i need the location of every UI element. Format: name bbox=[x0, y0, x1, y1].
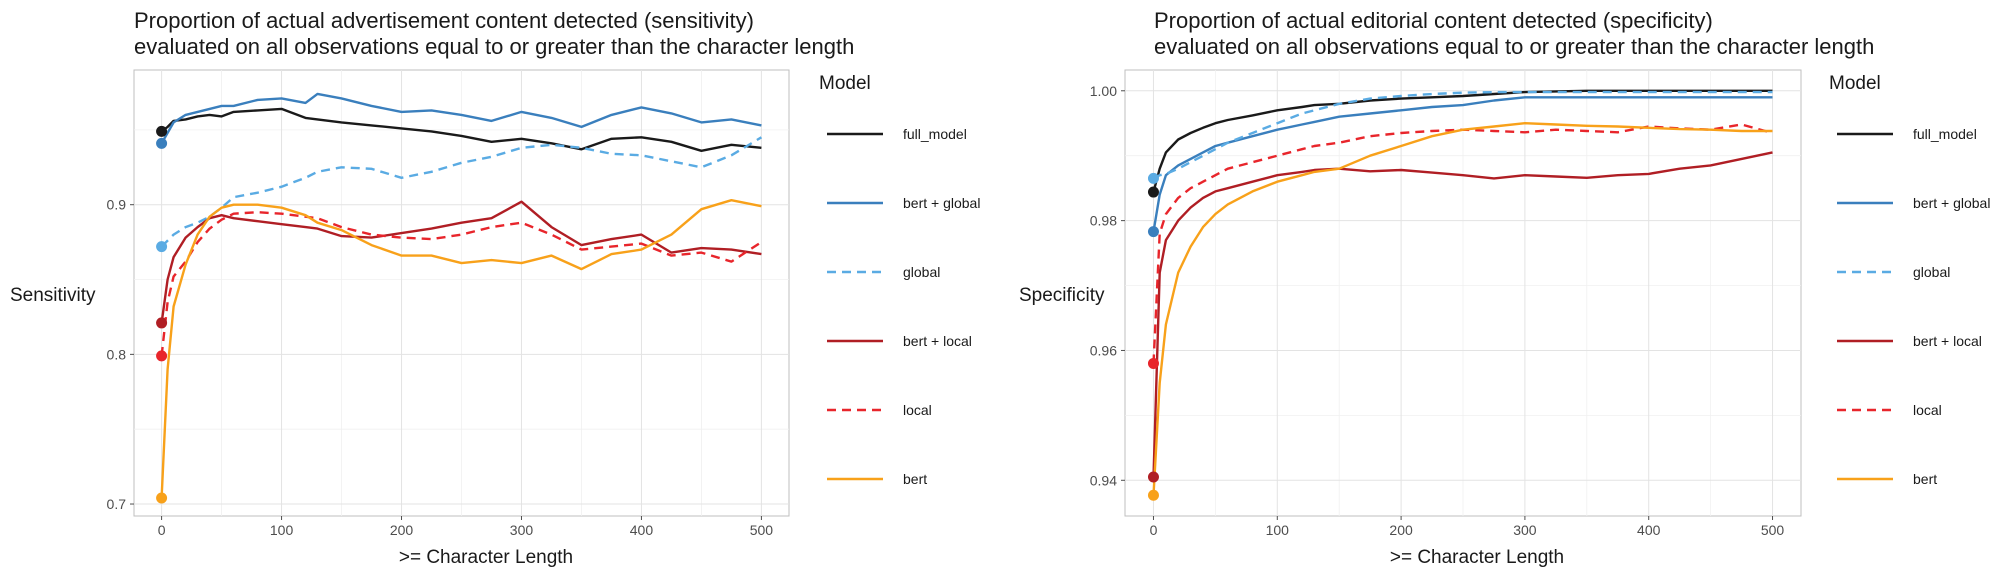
start-point-bert bbox=[1147, 489, 1159, 501]
y-tick-label: 0.98 bbox=[1090, 213, 1117, 229]
start-point-bert-local bbox=[1147, 471, 1159, 483]
legend-label: bert + local bbox=[1913, 333, 1982, 349]
legend-label: bert bbox=[903, 471, 927, 487]
y-tick-label: 0.7 bbox=[107, 496, 127, 512]
series-line-bert-local bbox=[160, 200, 762, 324]
legend-label: local bbox=[903, 402, 932, 418]
start-point-full-model bbox=[1147, 186, 1159, 198]
start-point-local bbox=[1147, 357, 1159, 369]
start-point-bert-local bbox=[156, 317, 168, 329]
x-tick-label: 200 bbox=[390, 522, 414, 538]
series-line-full-model bbox=[1152, 89, 1773, 193]
start-point-global bbox=[156, 241, 168, 253]
legend-title: Model bbox=[819, 73, 871, 94]
y-tick-label: 0.94 bbox=[1090, 472, 1117, 488]
chart-subtitle: evaluated on all observations equal to o… bbox=[134, 34, 854, 59]
x-tick-label: 100 bbox=[1266, 522, 1290, 538]
series-line-bert bbox=[160, 198, 762, 499]
legend-title: Model bbox=[1829, 73, 1881, 94]
series-line-bert-local bbox=[1152, 151, 1773, 478]
x-tick-label: 200 bbox=[1389, 522, 1413, 538]
start-point-bert-global bbox=[1147, 226, 1159, 238]
x-tick-label: 0 bbox=[1150, 522, 1158, 538]
legend-label: full_model bbox=[1913, 126, 1977, 142]
series-line-local bbox=[160, 210, 763, 357]
x-tick-label: 0 bbox=[158, 522, 166, 538]
x-tick-label: 500 bbox=[1761, 522, 1785, 538]
series-line-bert-global bbox=[1152, 96, 1773, 232]
y-tick-label: 0.9 bbox=[107, 197, 127, 213]
start-point-bert-global bbox=[156, 137, 168, 149]
x-tick-label: 400 bbox=[1637, 522, 1661, 538]
legend-label: global bbox=[903, 264, 940, 280]
start-point-bert bbox=[156, 492, 168, 504]
ticks: 0 100 200 300 400 500 0.94 0.96 0.98 1.00 bbox=[1090, 83, 1785, 538]
y-axis-title: Sensitivity bbox=[10, 285, 96, 306]
series-line-global bbox=[160, 136, 763, 248]
chart-subtitle: evaluated on all observations equal to o… bbox=[1154, 34, 1874, 59]
sensitivity-chart: Proportion of actual advertisement conte… bbox=[10, 8, 980, 568]
y-axis-title: Specificity bbox=[1019, 285, 1105, 306]
series-line-full-model bbox=[160, 107, 762, 153]
legend-label: global bbox=[1913, 264, 1950, 280]
x-tick-label: 400 bbox=[630, 522, 654, 538]
specificity-chart: Proportion of actual editorial content d… bbox=[1019, 8, 1990, 568]
start-point-global bbox=[1147, 172, 1159, 184]
x-tick-label: 300 bbox=[1513, 522, 1537, 538]
chart-title: Proportion of actual advertisement conte… bbox=[134, 8, 754, 33]
series-layer bbox=[156, 92, 763, 504]
ticks: 0 100 200 300 400 500 0.7 0.8 0.9 bbox=[107, 197, 774, 538]
grid bbox=[134, 70, 789, 516]
legend-label: bert + local bbox=[903, 333, 972, 349]
y-tick-label: 0.8 bbox=[107, 346, 127, 362]
x-tick-label: 500 bbox=[750, 522, 774, 538]
x-tick-label: 100 bbox=[270, 522, 294, 538]
series-line-global bbox=[1152, 90, 1773, 180]
x-tick-label: 300 bbox=[510, 522, 534, 538]
start-point-local bbox=[156, 350, 168, 362]
chart-title: Proportion of actual editorial content d… bbox=[1154, 8, 1713, 33]
series-layer bbox=[1147, 89, 1773, 501]
y-tick-label: 1.00 bbox=[1090, 83, 1117, 99]
series-line-bert-global bbox=[160, 92, 762, 144]
x-axis-title: >= Character Length bbox=[399, 547, 573, 568]
legend-label: full_model bbox=[903, 126, 967, 142]
legend-label: local bbox=[1913, 402, 1942, 418]
x-axis-title: >= Character Length bbox=[1390, 547, 1564, 568]
legend-label: bert + global bbox=[903, 195, 980, 211]
legend-label: bert + global bbox=[1913, 195, 1990, 211]
y-tick-label: 0.96 bbox=[1090, 342, 1117, 358]
legend-label: bert bbox=[1913, 471, 1937, 487]
series-line-bert bbox=[1152, 121, 1773, 496]
start-point-full-model bbox=[156, 125, 168, 137]
